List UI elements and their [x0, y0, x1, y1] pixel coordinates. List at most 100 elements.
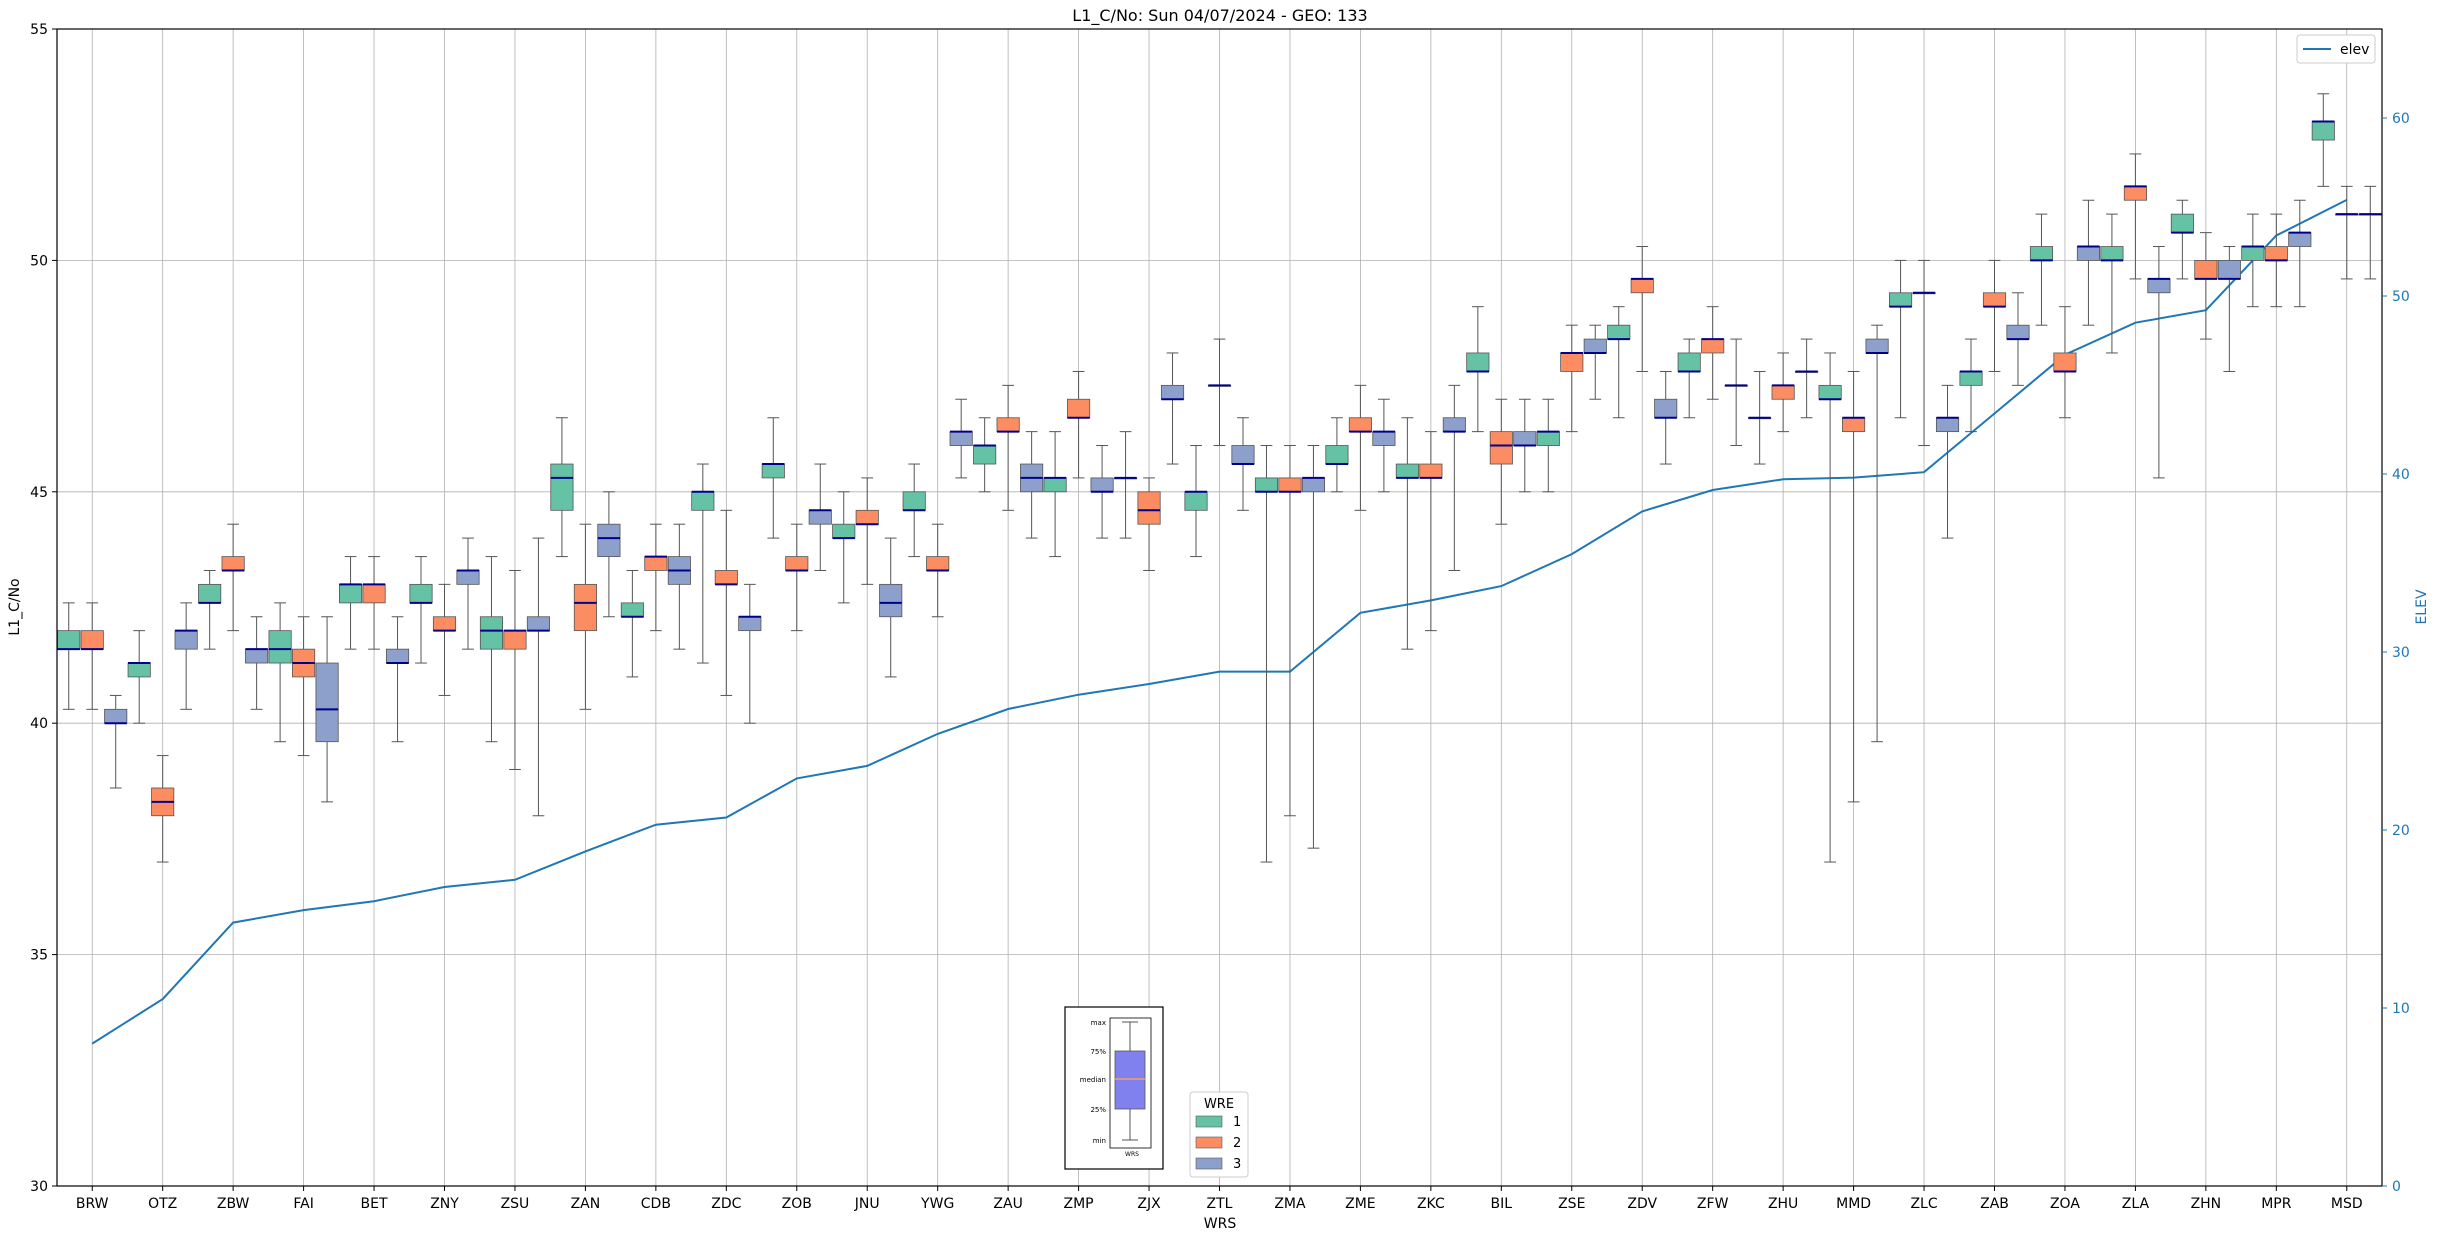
box-ZLA-wre-2	[2123, 153, 2147, 280]
box-iqr	[1865, 338, 1889, 354]
box-iqr	[1395, 463, 1419, 479]
inset-key-max-label: max	[1091, 1019, 1106, 1027]
box-ZDV-wre-3	[1654, 370, 1678, 465]
box-ZAU-wre-1	[973, 417, 997, 493]
x-tick-label: ZHN	[2191, 1196, 2222, 1212]
box-ZHU-wre-2	[1771, 352, 1795, 433]
box-iqr	[432, 616, 457, 632]
box-iqr	[573, 583, 597, 632]
box-iqr	[1254, 477, 1279, 493]
x-tick-label: ZNY	[430, 1196, 459, 1212]
box-ZLC-wre-3	[1935, 384, 1960, 539]
box-iqr	[597, 523, 621, 557]
box-iqr	[1935, 417, 1960, 433]
box-iqr	[550, 463, 574, 511]
box-ZTL-wre-1	[1184, 445, 1208, 558]
elev-legend-frame	[2296, 34, 2376, 64]
box-ZTL-wre-3	[1231, 417, 1255, 511]
y2-tick-label: 60	[2392, 111, 2410, 127]
x-tick-label: BIL	[1491, 1196, 1513, 1212]
box-iqr	[1160, 384, 1185, 400]
wre-legend-swatch-1	[1195, 1115, 1223, 1128]
x-tick-label: ZAN	[571, 1196, 601, 1212]
y-tick-label: 50	[30, 253, 48, 269]
box-ZAB-wre-2	[1982, 259, 2007, 372]
box-ZNY-wre-2	[432, 583, 457, 696]
box-MMD-wre-3	[1865, 324, 1889, 743]
y-tick-label: 35	[30, 948, 48, 964]
y-tick-label: 45	[30, 485, 48, 501]
box-iqr	[479, 616, 504, 650]
box-iqr	[2076, 246, 2100, 261]
box-ZME-wre-1	[1325, 417, 1349, 493]
x-tick-label: OTZ	[148, 1196, 177, 1212]
x-tick-label: MPR	[2261, 1196, 2292, 1212]
box-ZMP-wre-1	[1043, 431, 1067, 558]
y-axis-label: L1_C/No	[7, 578, 23, 635]
inset-key-xlabel: WRS	[1125, 1151, 1139, 1158]
box-iqr	[2264, 246, 2288, 261]
x-tick-label: ZMA	[1274, 1196, 1306, 1212]
box-iqr	[1560, 352, 1584, 372]
box-iqr	[2006, 324, 2030, 340]
box-iqr	[2288, 232, 2312, 247]
box-iqr	[526, 616, 550, 632]
box-YWG-wre-1	[902, 463, 926, 558]
box-iqr	[456, 570, 480, 585]
box-ZSE-wre-1	[1536, 398, 1560, 493]
box-iqr	[714, 570, 738, 585]
y2-tick-label: 50	[2392, 289, 2410, 305]
box-iqr	[1278, 477, 1302, 493]
box-ZLA-wre-3	[2147, 246, 2171, 479]
box-ZBW-wre-2	[221, 523, 245, 632]
box-FAI-wre-1	[268, 602, 292, 743]
y-tick-label: 55	[30, 22, 48, 38]
box-MSD-wre-3	[2358, 185, 2382, 280]
box-iqr	[691, 491, 715, 511]
box-ZFW-wre-3	[1724, 338, 1748, 447]
x-tick-label: JNU	[854, 1196, 880, 1212]
box-YWG-wre-3	[949, 398, 973, 479]
box-MSD-wre-2	[2335, 185, 2359, 280]
box-iqr	[1842, 417, 1866, 433]
box-iqr	[1583, 338, 1607, 354]
box-ZAN-wre-2	[573, 523, 597, 710]
x-tick-label: ZMP	[1064, 1196, 1094, 1212]
box-iqr	[1701, 338, 1725, 354]
box-iqr	[339, 583, 363, 604]
box-iqr	[1231, 445, 1255, 465]
box-ZAN-wre-3	[597, 491, 621, 618]
box-OTZ-wre-3	[174, 602, 198, 710]
box-OTZ-wre-2	[151, 755, 175, 863]
box-ZLC-wre-1	[1889, 259, 1913, 419]
box-iqr	[221, 556, 245, 571]
y2-tick-label: 10	[2392, 1001, 2410, 1017]
box-BRW-wre-3	[104, 694, 128, 789]
y-tick-label: 30	[30, 1179, 48, 1195]
box-ZAB-wre-3	[2006, 292, 2030, 386]
elev-line-layer	[91, 199, 2348, 1045]
elev-series-line	[91, 199, 2348, 1045]
x-tick-label: ZSE	[1558, 1196, 1585, 1212]
box-ZBW-wre-3	[245, 616, 269, 710]
box-ZOB-wre-3	[808, 463, 832, 571]
box-ZHN-wre-1	[2170, 199, 2194, 280]
box-iqr	[1184, 491, 1208, 511]
box-iqr	[198, 583, 222, 604]
y-tick-label: 40	[30, 716, 48, 732]
box-ZMP-wre-2	[1067, 370, 1091, 479]
box-ZMA-wre-3	[1301, 445, 1325, 849]
box-iqr	[362, 583, 386, 604]
inset-key-q1-label: 25%	[1090, 1106, 1106, 1114]
inset-key-inner-frame	[1109, 1017, 1152, 1149]
box-iqr	[1325, 445, 1349, 465]
box-BIL-wre-1	[1466, 306, 1490, 433]
box-iqr	[949, 431, 973, 446]
box-ZSU-wre-2	[503, 569, 527, 770]
box-ZAB-wre-1	[1959, 338, 1983, 433]
box-ZSE-wre-3	[1583, 324, 1607, 400]
x-tick-label: ZBW	[217, 1196, 250, 1212]
box-MPR-wre-1	[2241, 213, 2265, 308]
box-iqr	[385, 648, 410, 664]
